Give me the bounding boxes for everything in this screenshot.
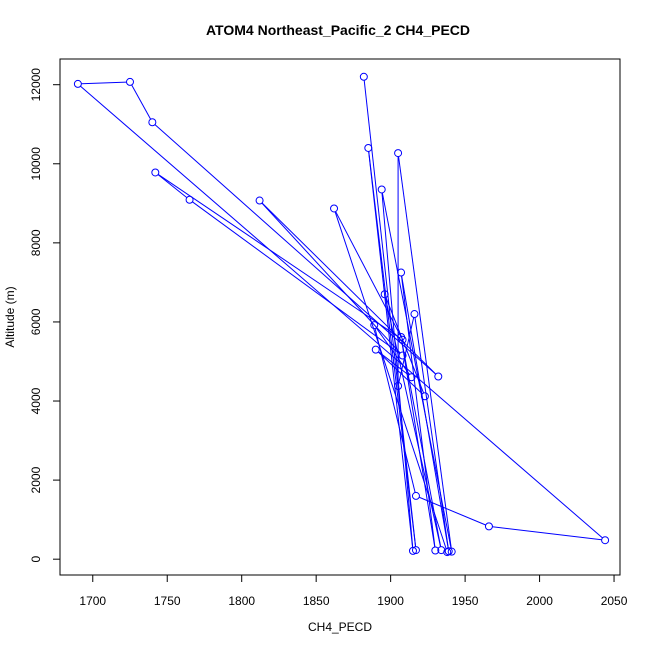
series-line-segment — [335, 211, 402, 337]
data-point — [126, 77, 134, 86]
y-tick-label: 8000 — [29, 229, 43, 256]
series-line-segment — [261, 202, 437, 375]
series-line-segment — [157, 174, 400, 339]
data-point — [398, 351, 407, 360]
series-line-segment — [374, 328, 416, 493]
series-lines — [80, 80, 603, 549]
y-tick-label: 4000 — [29, 387, 43, 414]
data-point — [431, 546, 440, 555]
data-point — [371, 345, 380, 354]
x-tick-label: 2000 — [526, 594, 553, 608]
data-point — [255, 196, 264, 205]
series-line-segment — [154, 124, 437, 375]
data-point — [377, 185, 386, 194]
data-point — [601, 536, 610, 545]
x-tick-label: 1900 — [377, 594, 404, 608]
x-tick-label: 1800 — [228, 594, 255, 608]
data-point — [411, 546, 420, 555]
series-line-segment — [261, 202, 401, 354]
data-point — [434, 372, 443, 381]
data-point — [398, 335, 407, 344]
data-point — [330, 204, 339, 213]
data-point — [408, 546, 417, 555]
series-line-segment — [401, 275, 449, 548]
y-tick-label: 2000 — [29, 466, 43, 493]
data-point — [410, 310, 419, 319]
data-point — [443, 548, 452, 557]
x-tick-label: 1950 — [452, 594, 479, 608]
y-axis: 0 2000 4000 6000 8000 10000 12000 — [29, 68, 60, 563]
series-line-segment — [378, 351, 410, 376]
data-point — [359, 72, 368, 81]
series-line-segment — [131, 84, 152, 120]
data-point — [394, 381, 403, 390]
chart-title: ATOM4 Northeast_Pacific_2 CH4_PECD — [206, 22, 470, 38]
plot-frame — [59, 58, 621, 576]
data-point — [380, 290, 389, 299]
data-point — [73, 79, 82, 88]
data-point — [447, 547, 456, 556]
series-line-segment — [192, 201, 401, 354]
x-tick-label: 1850 — [303, 594, 330, 608]
x-tick-label: 1700 — [79, 594, 106, 608]
data-point — [394, 149, 403, 158]
series-line-segment — [377, 351, 423, 395]
series-line-segment — [81, 81, 127, 85]
data-point — [151, 168, 160, 177]
y-tick-label: 12000 — [29, 68, 43, 102]
data-point — [397, 268, 406, 277]
data-point — [420, 392, 429, 401]
series-line-segment — [492, 526, 602, 541]
series-line-segment — [363, 80, 417, 547]
x-axis-label: CH4_PECD — [308, 620, 372, 634]
series-line-segment — [368, 151, 417, 547]
data-point — [437, 546, 446, 555]
x-tick-label: 2050 — [601, 594, 628, 608]
data-point — [185, 195, 194, 204]
data-point — [148, 118, 157, 127]
data-point — [444, 547, 453, 556]
y-tick-label: 10000 — [29, 147, 43, 181]
y-tick-label: 6000 — [29, 308, 43, 335]
series-line-segment — [398, 156, 452, 549]
series-line-segment — [157, 174, 188, 198]
y-axis-label: Altitude (m) — [3, 286, 17, 347]
x-axis: 1700 1750 1800 1850 1900 1950 2000 2050 — [79, 575, 628, 608]
series-line-segment — [368, 151, 414, 548]
data-point — [411, 491, 420, 500]
series-line-segment — [80, 85, 603, 539]
data-point — [484, 522, 493, 531]
data-point — [364, 143, 373, 152]
series-line-segment — [334, 211, 447, 549]
y-tick-label: 0 — [29, 556, 43, 563]
series-points — [73, 72, 610, 557]
series-line-segment — [414, 317, 449, 548]
data-point — [407, 373, 416, 382]
data-point — [370, 321, 379, 330]
x-tick-label: 1750 — [154, 594, 181, 608]
